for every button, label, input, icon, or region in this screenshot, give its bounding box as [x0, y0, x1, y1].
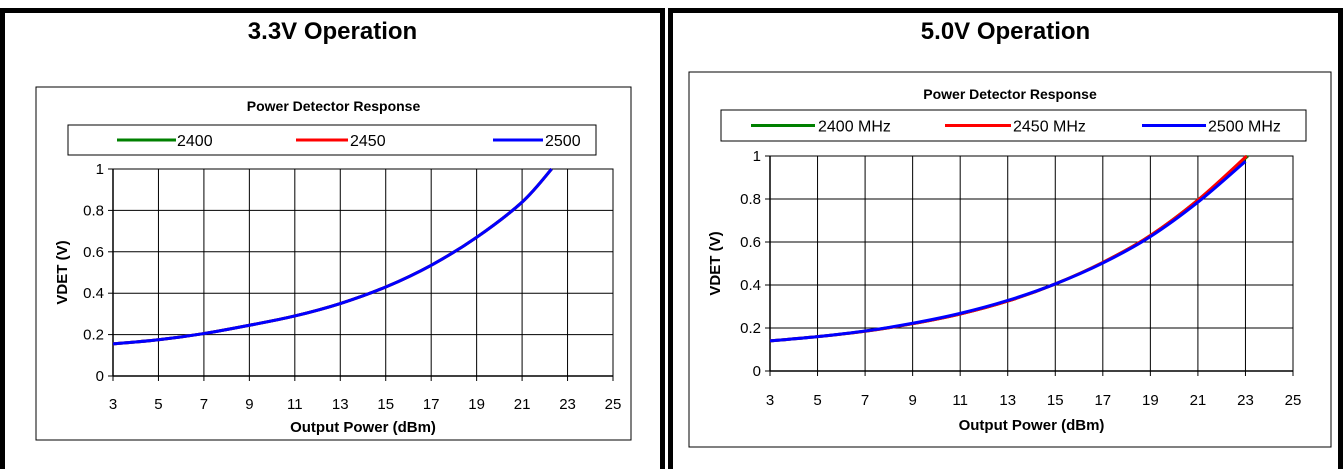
x-tick-label: 9 — [908, 392, 916, 409]
panel-title: 3.3V Operation — [247, 18, 418, 45]
plot-area — [112, 168, 614, 377]
y-axis-label: VDET (V) — [707, 231, 724, 295]
x-tick-label: 15 — [1047, 392, 1064, 409]
y-tick-label: 0.4 — [740, 277, 761, 294]
legend-label: 2400 — [177, 133, 213, 150]
y-tick-label: 0.6 — [83, 244, 104, 261]
x-tick-label: 5 — [813, 392, 821, 409]
y-tick-label: 0.2 — [83, 327, 104, 344]
y-tick-label: 1 — [753, 148, 761, 165]
y-tick-label: 1 — [96, 161, 104, 178]
legend-label: 2500 MHz — [1208, 119, 1281, 136]
x-tick-label: 13 — [999, 392, 1016, 409]
legend-label: 2450 MHz — [1013, 119, 1086, 136]
x-tick-label: 7 — [200, 396, 208, 413]
right-panel: 5.0V Operation — [668, 8, 1343, 469]
chart-title: Power Detector Response — [923, 86, 1097, 102]
x-tick-label: 13 — [332, 396, 349, 413]
x-tick-label: 9 — [245, 396, 253, 413]
x-tick-label: 11 — [952, 392, 968, 409]
x-tick-label: 21 — [514, 396, 531, 413]
x-tick-label: 3 — [109, 396, 117, 413]
x-tick-label: 25 — [605, 396, 622, 413]
legend-label: 2400 MHz — [818, 119, 891, 136]
legend-box — [720, 109, 1307, 142]
x-axis-label: Output Power (dBm) — [959, 417, 1105, 434]
x-tick-label: 11 — [287, 396, 303, 413]
panel-title: 5.0V Operation — [920, 18, 1091, 45]
y-tick-label: 0.8 — [83, 202, 104, 219]
x-tick-label: 19 — [468, 396, 485, 413]
y-tick-label: 0.6 — [740, 234, 761, 251]
x-tick-label: 15 — [377, 396, 394, 413]
x-tick-label: 7 — [861, 392, 869, 409]
x-tick-label: 25 — [1285, 392, 1302, 409]
chart-2: Power Detector Response 2400 MHz 2450 MHz 2… — [688, 71, 1332, 448]
x-tick-label: 17 — [1094, 392, 1111, 409]
x-tick-label: 23 — [1237, 392, 1254, 409]
y-axis-label: VDET (V) — [54, 240, 71, 304]
y-tick-label: 0 — [96, 368, 104, 385]
chart-1: Power Detector Response 2400 2450 2500 3 5 7 9 1… — [35, 86, 632, 441]
x-tick-label: 19 — [1142, 392, 1159, 409]
series-line — [769, 160, 1247, 343]
x-axis-label: Output Power (dBm) — [290, 419, 436, 436]
x-tick-label: 21 — [1190, 392, 1207, 409]
x-tick-label: 17 — [423, 396, 440, 413]
y-tick-label: 0.4 — [83, 285, 104, 302]
legend-label: 2500 — [545, 133, 581, 150]
y-tick-label: 0.8 — [740, 191, 761, 208]
y-tick-label: 0 — [753, 363, 761, 380]
left-panel: 3.3V Operation — [0, 8, 665, 469]
x-tick-label: 5 — [154, 396, 162, 413]
x-tick-label: 23 — [559, 396, 576, 413]
x-tick-label: 3 — [766, 392, 774, 409]
y-tick-label: 0.2 — [740, 320, 761, 337]
legend-label: 2450 — [350, 133, 386, 150]
chart-title: Power Detector Response — [247, 98, 421, 114]
series-line — [112, 168, 553, 346]
